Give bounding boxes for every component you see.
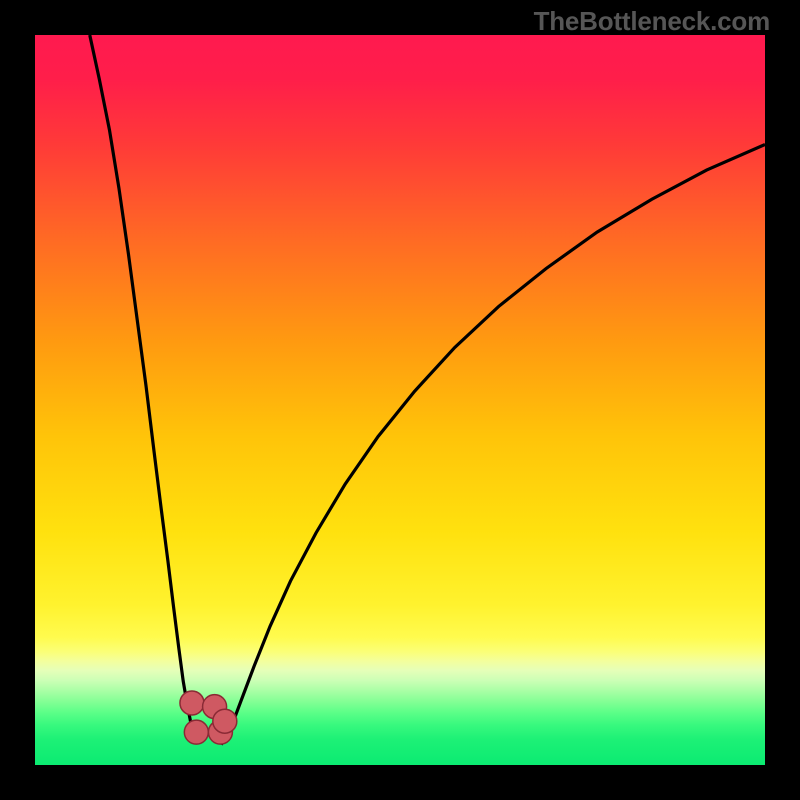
curves-layer <box>35 35 765 765</box>
data-dot <box>184 720 208 744</box>
watermark-text: TheBottleneck.com <box>534 6 770 37</box>
plot-area <box>35 35 765 765</box>
curve-left <box>90 35 197 743</box>
curve-right <box>221 145 765 745</box>
data-dot <box>213 709 237 733</box>
data-dot <box>180 691 204 715</box>
